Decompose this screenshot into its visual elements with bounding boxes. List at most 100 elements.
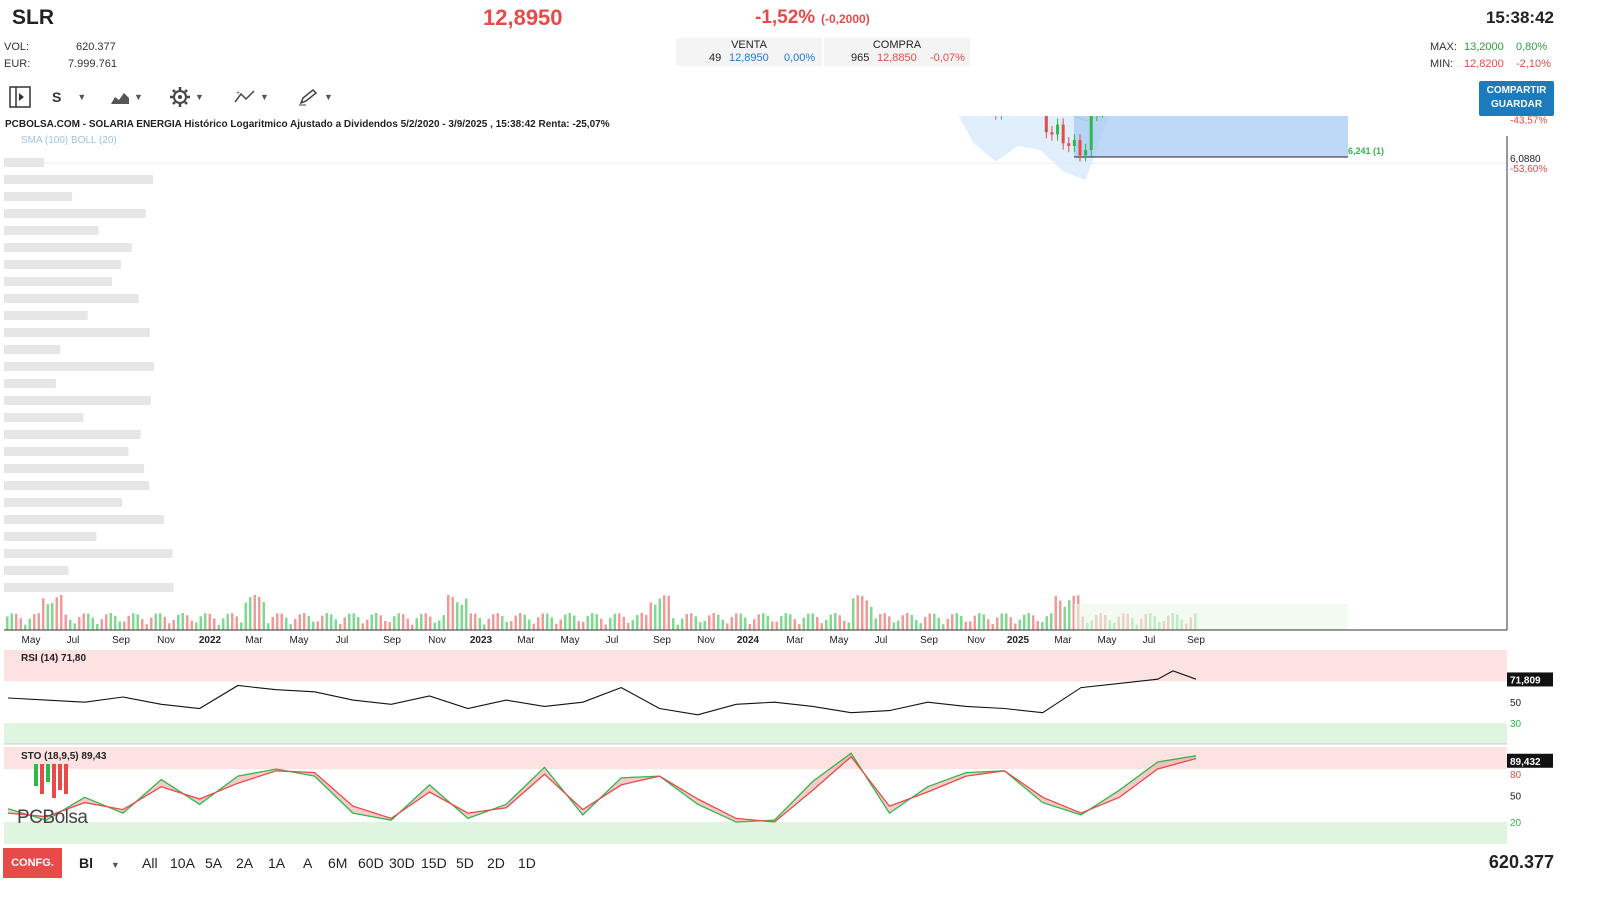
volume-bar <box>541 613 544 630</box>
volume-bar <box>181 613 184 630</box>
max-pct: 0,80% <box>1516 41 1548 53</box>
volume-bar <box>708 615 711 630</box>
volume-bar <box>937 617 940 630</box>
volume-bar <box>456 602 459 630</box>
volume-bar <box>69 619 72 630</box>
volume-profile-bar <box>4 498 123 507</box>
period-select[interactable]: S ▼ <box>52 85 86 109</box>
volume-bar <box>316 621 319 630</box>
indicators-select[interactable]: + ▼ <box>234 85 269 109</box>
chart-type-select[interactable]: ▼ <box>110 85 143 109</box>
compra-pct: -0,07% <box>930 52 965 64</box>
period-button-10a[interactable]: 10A <box>170 855 195 871</box>
candle-body <box>1067 143 1071 146</box>
volume-bar <box>1032 615 1035 630</box>
compra-box: COMPRA 965 12,8850 -0,07% <box>824 38 970 66</box>
x-tick-label: May <box>561 635 580 646</box>
candle-body <box>1044 116 1048 133</box>
venta-qty: 49 <box>709 52 722 64</box>
candle-body <box>1050 132 1054 135</box>
volume-bar <box>123 621 126 630</box>
volume-bar <box>496 613 499 630</box>
volume-bar <box>267 623 270 630</box>
volume-bar <box>640 613 643 630</box>
volume-bar <box>240 622 243 630</box>
volume-bar <box>177 614 180 630</box>
volume-bar <box>10 613 13 630</box>
volume-bar <box>631 620 634 630</box>
volume-bar <box>1063 606 1066 630</box>
volume-bar <box>861 595 864 630</box>
volume-bar <box>987 619 990 630</box>
period-button-all[interactable]: All <box>142 855 158 871</box>
volume-bar <box>946 619 949 630</box>
drawing-tools-select[interactable]: ▼ <box>298 85 333 109</box>
indicator-icon: + <box>234 90 255 103</box>
volume-bar <box>483 624 486 630</box>
x-tick-label: Nov <box>428 635 446 646</box>
period-button-a[interactable]: A <box>303 855 313 871</box>
sto-label: STO (18,9,5) 89,43 <box>21 751 107 762</box>
volume-bar <box>762 613 765 630</box>
volume-bar <box>469 613 472 630</box>
panel-toggle-button[interactable] <box>8 85 32 109</box>
volume-bar <box>388 622 391 630</box>
volume-bar <box>910 614 913 630</box>
volume-bar <box>807 613 810 630</box>
volume-bar <box>748 623 751 630</box>
volume-bar <box>618 613 621 630</box>
period-button-6m[interactable]: 6M <box>328 855 348 871</box>
area-chart-icon <box>111 93 129 104</box>
volume-bar <box>627 622 630 630</box>
x-tick-label: Nov <box>697 635 715 646</box>
svg-text:+: + <box>236 90 240 97</box>
volume-profile-bar <box>4 158 44 167</box>
volume-bar <box>460 604 463 630</box>
volume-bar <box>964 621 967 630</box>
volume-bar <box>1018 619 1021 630</box>
volume-bar <box>420 613 423 630</box>
volume-bar <box>735 613 738 630</box>
volume-bar <box>924 616 927 630</box>
period-button-30d[interactable]: 30D <box>389 855 415 871</box>
x-tick-label: Jul <box>336 635 349 646</box>
volume-bar <box>415 618 418 630</box>
config-button[interactable]: CONFG. <box>3 848 62 878</box>
sto-oversold-zone <box>4 821 1507 844</box>
volume-bar <box>577 621 580 630</box>
volume-bar <box>811 613 814 630</box>
volume-bar <box>843 620 846 630</box>
mode-select[interactable]: Bl ▼ <box>79 855 120 871</box>
volume-bar <box>1059 600 1062 630</box>
logo-bar <box>46 764 50 782</box>
settings-select[interactable]: ▼ <box>169 85 204 109</box>
period-button-15d[interactable]: 15D <box>421 855 447 871</box>
volume-bar <box>519 613 522 630</box>
period-button-1d[interactable]: 1D <box>518 855 536 871</box>
volume-bar <box>204 613 207 630</box>
period-button-2d[interactable]: 2D <box>487 855 505 871</box>
panel-toggle-icon <box>9 86 31 108</box>
change-percent: -1,52% <box>755 7 816 28</box>
price-chart[interactable]: 14,354 (0)12,439 (0.236)11,255 (0.382)10… <box>0 116 1598 846</box>
period-button-2a[interactable]: 2A <box>236 855 254 871</box>
x-tick-label: Sep <box>920 635 938 646</box>
volume-bar <box>667 595 670 630</box>
volume-bar <box>685 614 688 630</box>
min-label: MIN: <box>1430 58 1454 70</box>
volume-bar <box>42 598 45 630</box>
volume-bar <box>784 613 787 630</box>
period-button-5d[interactable]: 5D <box>456 855 474 871</box>
volume-bar <box>730 617 733 630</box>
chart-title: PCBOLSA.COM - SOLARIA ENERGIA Histórico … <box>5 119 610 130</box>
period-button-1a[interactable]: 1A <box>268 855 286 871</box>
period-button-5a[interactable]: 5A <box>205 855 223 871</box>
y-tick-label: 6,0880 <box>1510 154 1541 165</box>
share-save-button[interactable]: COMPARTIR GUARDAR <box>1479 81 1554 116</box>
volume-profile-bar <box>4 549 173 558</box>
period-button-60d[interactable]: 60D <box>358 855 384 871</box>
sto-level-label: 20 <box>1510 818 1522 829</box>
x-tick-label: May <box>830 635 849 646</box>
x-tick-label: Mar <box>1054 635 1072 646</box>
quote-time: 15:38:42 <box>1485 8 1554 27</box>
